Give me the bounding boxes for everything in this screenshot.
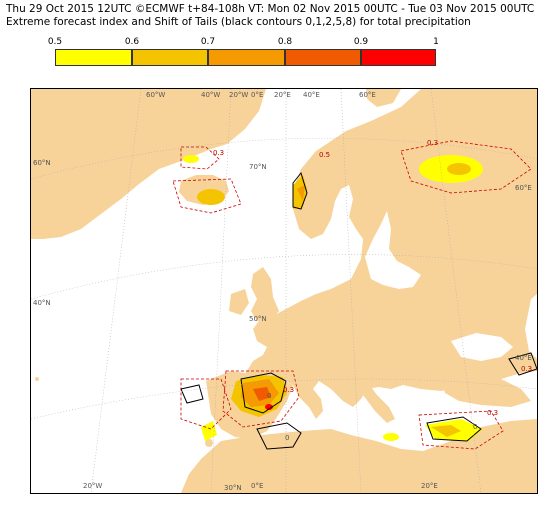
svalbard [366,89,401,107]
legend-tick: 1 [433,37,439,47]
grid-label-right-60e: 60°E [515,184,532,192]
legend-swatch-1 [132,49,208,66]
grid-label-bottom-20w: 20°W [83,482,103,490]
grid-label-20w: 20°W [229,91,249,99]
grid-label-40w: 40°W [201,91,221,99]
legend-tick: 0.5 [47,37,63,47]
grid-label-right-40e: 40°E [515,354,532,362]
greenland [31,89,266,239]
contour-label: 0 [285,434,290,442]
madeira [205,439,213,447]
grid-label-30n: 30°N [224,484,242,492]
efi-red-contours [172,140,532,450]
contour-label: 0 [267,392,272,400]
legend-tick: 0.6 [124,37,140,47]
grid-label-0e: 0°E [251,91,264,99]
contour-label: 0 [473,423,478,431]
legend-swatch-3 [285,49,361,66]
contour-label: 0.5 [319,151,331,159]
grid-label-60w: 60°W [146,91,166,99]
map-panel[interactable]: 60°W 40°W 20°W 0°E 20°E 40°E 60°E 20°W 0… [30,88,538,494]
grid-label-40e: 40°E [303,91,320,99]
north-africa [181,419,537,493]
contour-label: 0.3 [521,365,533,373]
azores [35,377,39,381]
contour-label: 0.3 [213,149,225,157]
legend-swatch-2 [208,49,285,66]
legend-tick: 0.8 [277,37,293,47]
map-title: Thu 29 Oct 2015 12UTC ©ECMWF t+84-108h V… [6,3,535,15]
legend-swatch-0 [55,49,132,66]
map-svg [31,89,537,493]
italy [353,367,395,423]
grid-label-40n: 40°N [33,299,51,307]
ireland [229,289,249,315]
grid-label-20e: 20°E [274,91,291,99]
legend-tick: 0.7 [200,37,216,47]
grid-label-70n: 70°N [249,163,267,171]
legend-tick: 0.9 [353,37,369,47]
color-legend: 0.5 0.6 0.7 0.8 0.9 1 [48,37,455,87]
great-britain [251,267,279,321]
contour-label: 0.3 [283,386,295,394]
contour-label: 0.3 [427,139,439,147]
turkey [441,375,531,407]
map-subtitle: Extreme forecast index and Shift of Tail… [6,16,471,28]
caspian-sea [525,294,537,359]
grid-label-50n: 50°N [249,315,267,323]
grid-label-bottom-20e: 20°E [421,482,438,490]
baltic-sea [365,211,421,289]
black-sea [451,333,513,361]
grid-label-60n: 60°N [33,159,51,167]
graticule [31,89,537,493]
grid-label-60e: 60°E [359,91,376,99]
legend-swatch-4 [361,49,436,66]
contour-label: 0.3 [487,409,499,417]
grid-label-bottom-0e: 0°E [251,482,264,490]
